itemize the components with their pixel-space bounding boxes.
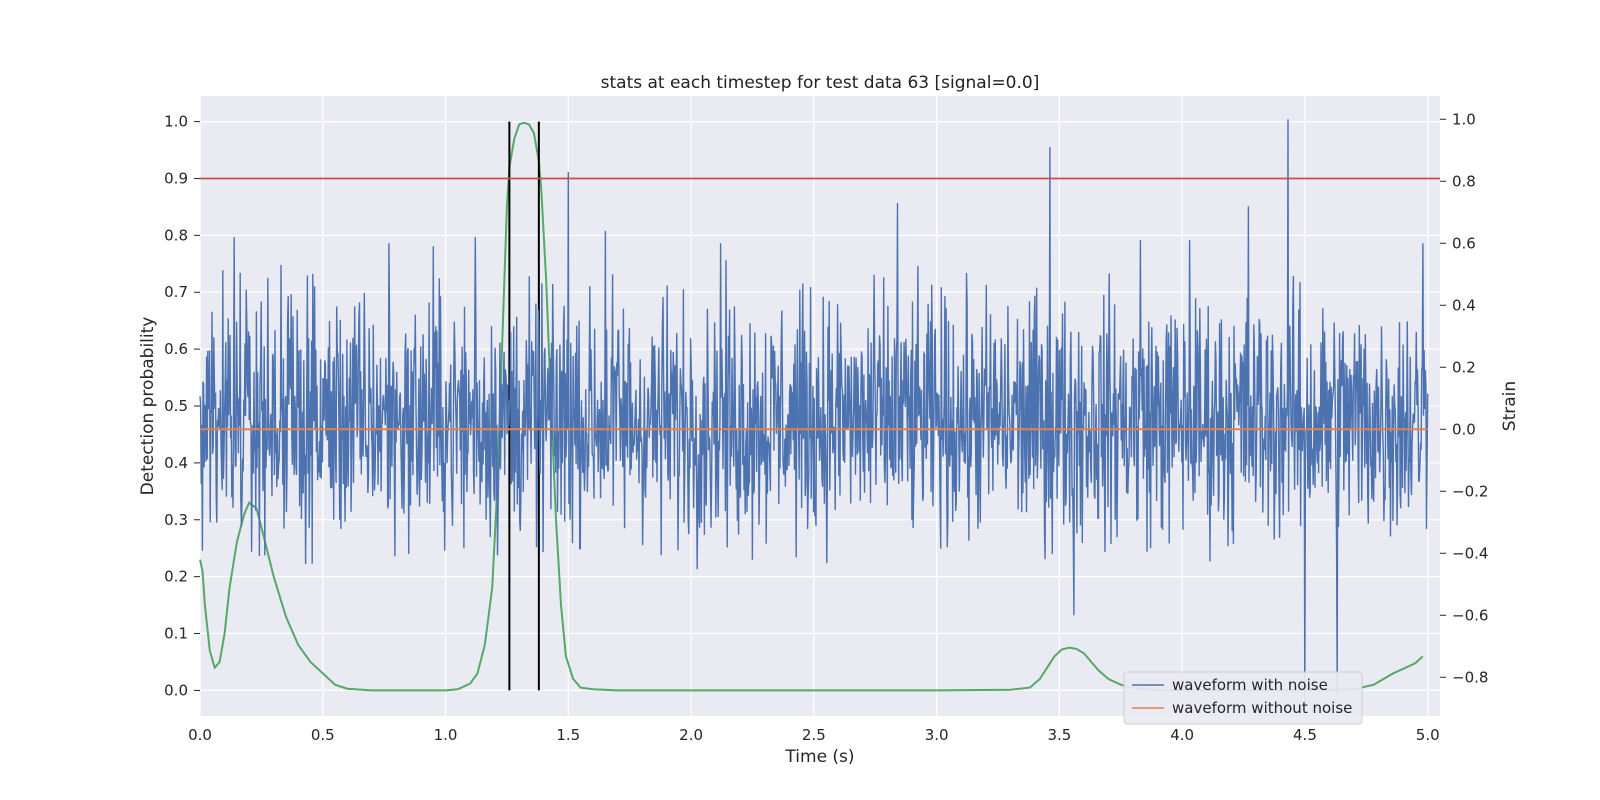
x-tick-label: 1.5 (556, 726, 580, 744)
y-right-tick-label: −0.6 (1452, 606, 1488, 624)
chart-title: stats at each timestep for test data 63 … (601, 73, 1040, 93)
y-right-tick-label: 1.0 (1452, 110, 1476, 128)
y-right-tick-label: 0.2 (1452, 358, 1476, 376)
waveform-with-noise-line (199, 119, 1429, 703)
legend-label-waveform-without-noise: waveform without noise (1172, 699, 1352, 717)
x-tick-label: 5.0 (1416, 726, 1440, 744)
y-right-tick-label: 0.4 (1452, 296, 1476, 314)
y-left-tick-label: 0.6 (164, 340, 188, 358)
x-tick-label: 0.0 (188, 726, 212, 744)
x-tick-label: 0.5 (311, 726, 335, 744)
waveform-with-noise-layer (199, 119, 1429, 703)
y-left-tick-label: 0.4 (164, 454, 188, 472)
x-tick-label: 3.5 (1047, 726, 1071, 744)
y-right-tick-label: −0.2 (1452, 482, 1488, 500)
x-tick-label: 4.0 (1170, 726, 1194, 744)
y-axis-label-left: Detection probability (138, 317, 158, 496)
y-left-tick-label: 1.0 (164, 113, 188, 131)
x-tick-label: 4.5 (1293, 726, 1317, 744)
y-axis-label-right: Strain (1500, 381, 1520, 431)
y-left-tick-label: 0.8 (164, 226, 188, 244)
y-left-tick-label: 0.9 (164, 169, 188, 187)
y-left-tick-label: 0.3 (164, 511, 188, 529)
y-left-tick-label: 0.7 (164, 283, 188, 301)
x-tick-label: 3.0 (925, 726, 949, 744)
x-tick-label: 2.0 (679, 726, 703, 744)
y-left-tick-label: 0.0 (164, 681, 188, 699)
x-axis-label: Time (s) (784, 747, 854, 767)
ticks: 0.0 0.5 1.0 1.5 2.0 2.5 3.0 3.5 4.0 4.5 5.0 0.0 0.1 0… (164, 110, 1488, 744)
y-left-tick-label: 0.2 (164, 568, 188, 586)
y-right-tick-label: 0.8 (1452, 172, 1476, 190)
x-tick-label: 2.5 (802, 726, 826, 744)
y-right-tick-label: −0.4 (1452, 544, 1488, 562)
legend-box (1123, 671, 1363, 725)
legend: waveform with noise waveform without noi… (1123, 671, 1363, 725)
y-left-tick-label: 0.5 (164, 397, 188, 415)
y-right-tick-label: −0.8 (1452, 668, 1488, 686)
legend-label-waveform-with-noise: waveform with noise (1172, 676, 1328, 694)
y-left-tick-label: 0.1 (164, 625, 188, 643)
y-right-tick-label: 0.6 (1452, 234, 1476, 252)
y-right-tick-label: 0.0 (1452, 420, 1476, 438)
x-tick-label: 1.0 (434, 726, 458, 744)
